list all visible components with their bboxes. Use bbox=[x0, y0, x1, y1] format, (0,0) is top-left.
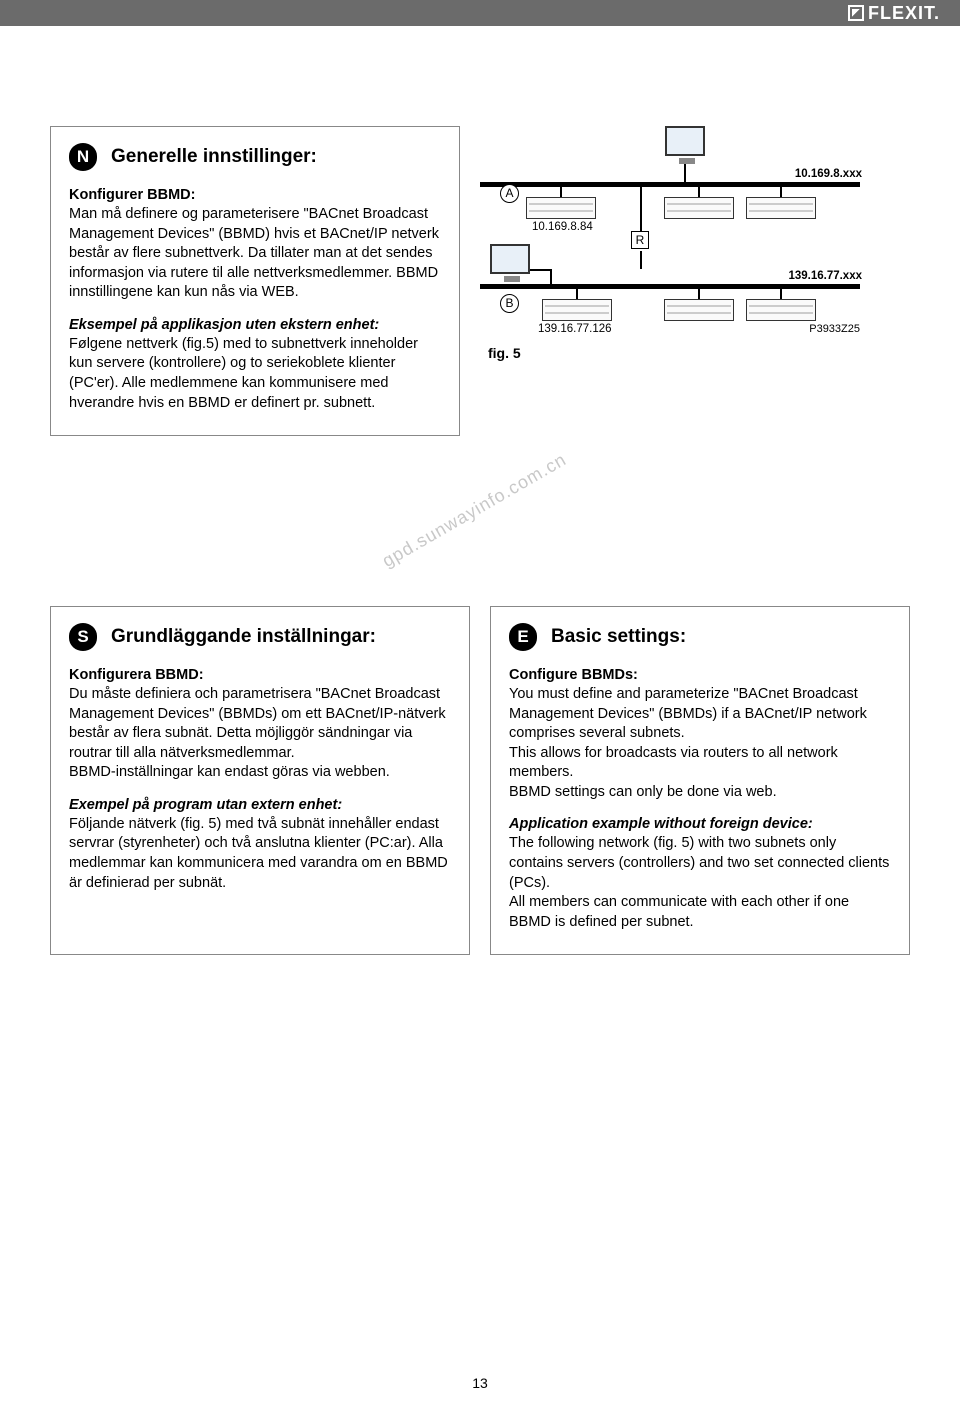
n-sub1: Konfigurer BBMD: bbox=[69, 187, 441, 203]
s-p1: Du måste definiera och parametrisera "BA… bbox=[69, 685, 451, 763]
row-bottom: S Grundläggande inställningar: Konfigure… bbox=[50, 606, 910, 955]
n-p1: Man må definere og parameterisere "BACne… bbox=[69, 205, 441, 303]
server-icon bbox=[746, 299, 816, 321]
page-number: 13 bbox=[0, 1375, 960, 1391]
diagram-line bbox=[684, 164, 686, 182]
section-e-title: E Basic settings: bbox=[509, 623, 891, 651]
s-ex1: Exempel på program utan extern enhet: bbox=[69, 797, 451, 813]
diagram-line bbox=[640, 187, 642, 231]
node-b-icon: B bbox=[500, 294, 519, 313]
badge-e: E bbox=[509, 623, 537, 651]
pc-top-icon bbox=[665, 126, 705, 156]
node-a-icon: A bbox=[500, 184, 519, 203]
title-s: Grundläggande inställningar: bbox=[111, 626, 376, 648]
section-e: E Basic settings: Configure BBMDs: You m… bbox=[490, 606, 910, 955]
diagram-line bbox=[530, 269, 550, 271]
diagram-line bbox=[640, 251, 642, 269]
diagram-line bbox=[780, 289, 782, 299]
logo-icon bbox=[848, 5, 864, 21]
e-ex1: Application example without foreign devi… bbox=[509, 816, 891, 832]
server-icon bbox=[664, 299, 734, 321]
badge-s: S bbox=[69, 623, 97, 651]
n-p2: Følgene nettverk (fig.5) med to subnettv… bbox=[69, 335, 441, 413]
e-p2: The following network (fig. 5) with two … bbox=[509, 834, 891, 893]
e-sub1: Configure BBMDs: bbox=[509, 667, 891, 683]
section-n-title: N Generelle innstillinger: bbox=[69, 143, 441, 171]
part-number: P3933Z25 bbox=[809, 323, 860, 335]
server-icon bbox=[526, 197, 596, 219]
figure-label: fig. 5 bbox=[488, 345, 910, 361]
e-p2b: All members can communicate with each ot… bbox=[509, 893, 891, 932]
s-p1b: BBMD-inställningar kan endast göras via … bbox=[69, 763, 451, 783]
diagram-line bbox=[576, 289, 578, 299]
subnet2-label: 139.16.77.xxx bbox=[788, 270, 862, 282]
pc-left-icon bbox=[490, 244, 530, 274]
node-b-ip: 139.16.77.126 bbox=[538, 323, 612, 335]
section-s-title: S Grundläggande inställningar: bbox=[69, 623, 451, 651]
diagram-container: 10.169.8.xxx A 10.169.8.84 R bbox=[480, 126, 910, 436]
s-sub1: Konfigurera BBMD: bbox=[69, 667, 451, 683]
network-diagram: 10.169.8.xxx A 10.169.8.84 R bbox=[480, 126, 860, 341]
title-n: Generelle innstillinger: bbox=[111, 146, 317, 168]
diagram-line bbox=[550, 269, 552, 284]
e-p1c: BBMD settings can only be done via web. bbox=[509, 783, 891, 803]
server-icon bbox=[664, 197, 734, 219]
router-icon: R bbox=[631, 231, 649, 249]
page-content: N Generelle innstillinger: Konfigurer BB… bbox=[0, 26, 960, 995]
server-icon bbox=[746, 197, 816, 219]
section-n: N Generelle innstillinger: Konfigurer BB… bbox=[50, 126, 460, 436]
header-bar: FLEXIT. bbox=[0, 0, 960, 26]
diagram-line bbox=[780, 187, 782, 197]
subnet2-bar bbox=[480, 284, 860, 289]
n-ex1: Eksempel på applikasjon uten ekstern enh… bbox=[69, 317, 441, 333]
badge-n: N bbox=[69, 143, 97, 171]
diagram-line bbox=[698, 289, 700, 299]
subnet1-label: 10.169.8.xxx bbox=[795, 168, 862, 180]
e-p1b: This allows for broadcasts via routers t… bbox=[509, 744, 891, 783]
row-top: N Generelle innstillinger: Konfigurer BB… bbox=[50, 126, 910, 436]
watermark: gpd.sunwayinfo.com.cn bbox=[379, 449, 571, 572]
e-p1: You must define and parameterize "BACnet… bbox=[509, 685, 891, 744]
subnet1-bar bbox=[480, 182, 860, 187]
diagram-line bbox=[698, 187, 700, 197]
s-p2: Följande nätverk (fig. 5) med två subnät… bbox=[69, 815, 451, 893]
title-e: Basic settings: bbox=[551, 626, 686, 648]
brand-text: FLEXIT. bbox=[868, 3, 940, 24]
server-icon bbox=[542, 299, 612, 321]
section-s: S Grundläggande inställningar: Konfigure… bbox=[50, 606, 470, 955]
diagram-line bbox=[560, 187, 562, 197]
brand-logo: FLEXIT. bbox=[848, 3, 940, 24]
node-a-ip: 10.169.8.84 bbox=[532, 221, 593, 233]
